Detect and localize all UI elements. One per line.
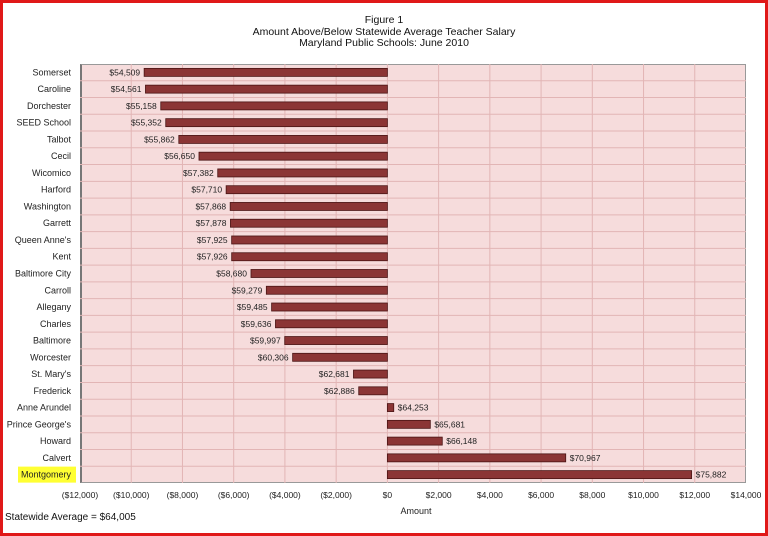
data-label: $62,886 xyxy=(324,386,355,396)
data-label: $75,882 xyxy=(696,470,727,480)
data-label: $57,878 xyxy=(196,218,227,228)
x-tick-label: ($2,000) xyxy=(320,490,352,500)
x-tick-label: $12,000 xyxy=(679,490,710,500)
x-tick-label: $8,000 xyxy=(579,490,605,500)
x-tick-label: ($4,000) xyxy=(269,490,301,500)
category-label: Kent xyxy=(52,252,71,262)
bar xyxy=(229,202,388,211)
x-axis-label: Amount xyxy=(400,506,432,516)
x-tick-label: $4,000 xyxy=(477,490,503,500)
category-highlight xyxy=(18,466,76,483)
bar xyxy=(143,67,388,77)
data-label: $55,158 xyxy=(126,101,157,111)
category-label: Washington xyxy=(24,201,71,211)
category-label: Queen Anne's xyxy=(15,235,72,245)
data-label: $55,352 xyxy=(131,118,162,128)
category-label: Caroline xyxy=(37,84,71,94)
bar xyxy=(217,168,388,178)
data-label: $55,862 xyxy=(144,134,175,144)
bar xyxy=(358,386,388,396)
bar xyxy=(225,185,388,195)
x-tick-label: $10,000 xyxy=(628,490,659,500)
x-tick-label: $2,000 xyxy=(426,490,452,500)
data-label: $58,680 xyxy=(216,269,247,279)
category-label: Allegany xyxy=(36,302,71,312)
category-label: Frederick xyxy=(33,386,71,396)
statewide-average-note: Statewide Average = $64,005 xyxy=(5,512,136,523)
data-label: $57,926 xyxy=(197,252,228,262)
category-label: Harford xyxy=(41,185,71,195)
data-label: $54,509 xyxy=(109,67,140,77)
data-label: $62,681 xyxy=(319,369,350,379)
category-label: Wicomico xyxy=(32,168,71,178)
data-label: $60,306 xyxy=(258,352,289,362)
chart-subtitle-2: Maryland Public Schools: June 2010 xyxy=(299,37,469,49)
category-label: Calvert xyxy=(42,453,71,463)
chart-subtitle-1: Amount Above/Below Statewide Average Tea… xyxy=(252,26,516,38)
bar xyxy=(178,135,388,144)
bar xyxy=(386,436,443,446)
bar xyxy=(275,319,388,329)
bar xyxy=(231,252,388,262)
data-label: $59,485 xyxy=(237,302,268,312)
x-tick-label: ($8,000) xyxy=(167,490,199,500)
data-label: $57,382 xyxy=(183,168,214,178)
data-label: $54,561 xyxy=(111,84,142,94)
x-tick-label: $0 xyxy=(383,490,393,500)
bar xyxy=(284,336,388,345)
category-label: Charles xyxy=(40,319,72,329)
x-tick-label: $14,000 xyxy=(731,490,762,500)
bar xyxy=(386,453,567,463)
data-label: $65,681 xyxy=(434,419,465,429)
bar xyxy=(386,403,395,412)
category-label: Baltimore City xyxy=(15,269,72,279)
category-label: Montgomery xyxy=(21,470,72,480)
category-label: Worcester xyxy=(30,352,71,362)
category-label: Howard xyxy=(40,436,71,446)
category-label: Garrett xyxy=(43,218,72,228)
bar xyxy=(353,369,388,379)
x-tick-label: ($12,000) xyxy=(62,490,99,500)
data-label: $57,710 xyxy=(191,185,222,195)
x-tick-label: ($6,000) xyxy=(218,490,250,500)
data-label: $59,997 xyxy=(250,336,281,346)
data-label: $59,279 xyxy=(232,285,263,295)
category-label: Anne Arundel xyxy=(17,403,71,413)
bar xyxy=(386,470,693,480)
chart-title: Figure 1 xyxy=(364,14,404,26)
bar xyxy=(160,101,388,111)
category-label: Baltimore xyxy=(33,336,71,346)
category-label: Prince George's xyxy=(7,419,72,429)
x-tick-label: $6,000 xyxy=(528,490,554,500)
bar xyxy=(165,118,388,128)
bar xyxy=(292,352,388,362)
category-label: SEED School xyxy=(16,118,71,128)
category-label: Dorchester xyxy=(27,101,71,111)
category-label: Cecil xyxy=(51,151,71,161)
bar xyxy=(145,84,388,94)
category-label: Carroll xyxy=(44,285,71,295)
plot-area xyxy=(80,64,746,483)
x-tick-label: ($10,000) xyxy=(113,490,150,500)
bar xyxy=(250,269,388,278)
bar xyxy=(265,285,388,295)
bar xyxy=(230,218,388,228)
category-label: Talbot xyxy=(47,134,72,144)
data-label: $56,650 xyxy=(164,151,195,161)
category-label: Somerset xyxy=(32,67,71,77)
data-label: $64,253 xyxy=(398,403,429,413)
bar xyxy=(386,419,431,429)
bar xyxy=(231,235,388,245)
data-label: $57,925 xyxy=(197,235,228,245)
category-label: St. Mary's xyxy=(31,369,71,379)
bar xyxy=(198,151,388,161)
bar xyxy=(271,302,388,312)
data-label: $59,636 xyxy=(241,319,272,329)
data-label: $57,868 xyxy=(195,201,226,211)
data-label: $66,148 xyxy=(446,436,477,446)
data-label: $70,967 xyxy=(570,453,601,463)
